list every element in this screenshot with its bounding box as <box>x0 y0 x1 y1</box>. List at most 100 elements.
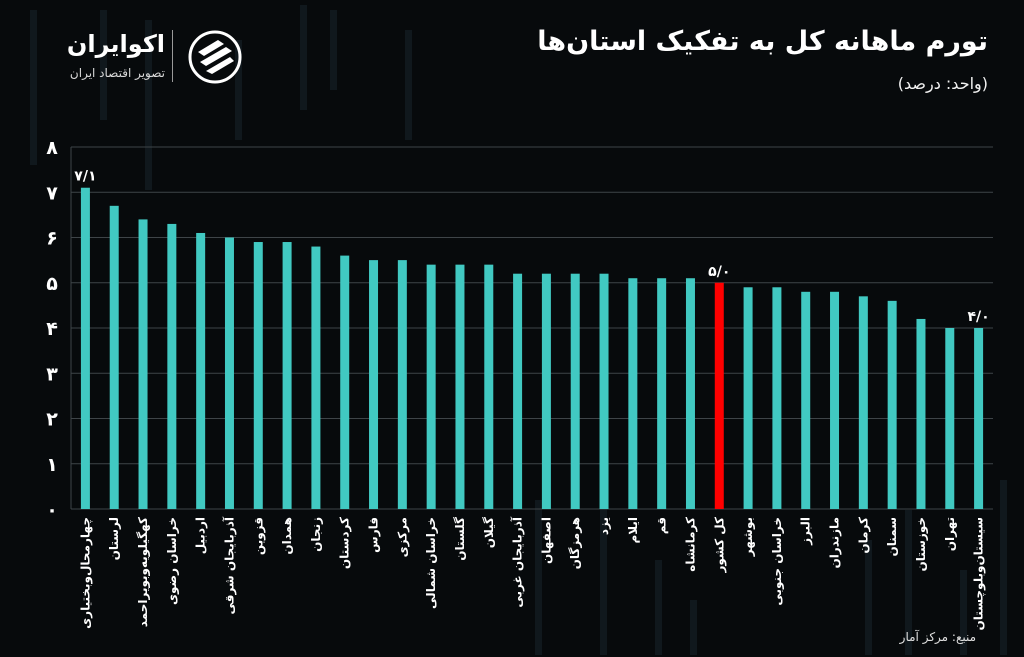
y-tick-label: ۳ <box>46 363 58 385</box>
background-stripe <box>235 40 242 140</box>
y-tick-label: ۷ <box>46 182 58 204</box>
background-stripe <box>100 10 107 120</box>
bar <box>945 328 955 509</box>
y-tick-label: ۲ <box>46 409 58 431</box>
y-tick-label: ۸ <box>46 137 58 159</box>
x-tick-label: گیلان <box>482 517 496 548</box>
bar <box>224 237 234 509</box>
bar <box>109 205 119 509</box>
x-tick-label: هرمزگان <box>568 517 582 569</box>
chart-title: تورم ماهانه کل به تفکیک استان‌ها <box>537 26 988 57</box>
logo-mark-icon <box>188 30 242 84</box>
x-tick-label: کل کشور <box>712 517 727 574</box>
background-stripe <box>690 600 697 655</box>
bar <box>138 219 148 509</box>
background-stripe <box>655 560 662 655</box>
bar <box>196 232 206 509</box>
bar <box>484 264 494 509</box>
x-tick-label: زنجان <box>309 517 323 552</box>
logo-tagline: تصویر اقتصاد ایران <box>69 66 165 80</box>
bar <box>570 273 580 509</box>
bar <box>369 260 379 509</box>
x-tick-label: قزوین <box>251 517 266 555</box>
x-tick-label: آذربایجان غربی <box>510 516 525 607</box>
x-tick-label: اصفهان <box>539 517 553 564</box>
bar <box>743 287 753 509</box>
x-tick-label: قم <box>655 517 669 534</box>
data-label: ۵/۰ <box>708 264 730 280</box>
background-stripe <box>865 540 872 655</box>
logo-divider <box>172 30 173 82</box>
y-tick-label: ۴ <box>46 318 58 340</box>
bar <box>167 223 177 510</box>
background-stripe <box>145 20 152 190</box>
x-tick-label: خراسان رضوی <box>165 517 180 605</box>
bar <box>916 318 926 509</box>
bar <box>628 278 638 509</box>
x-tick-label: تهران <box>943 517 957 551</box>
bar <box>253 242 263 509</box>
bar <box>397 260 407 509</box>
bar <box>599 273 609 509</box>
y-tick-label: ۵ <box>46 273 58 295</box>
x-tick-label: کرمان <box>856 517 870 554</box>
background-stripe <box>1000 480 1007 655</box>
background-stripe <box>300 5 307 110</box>
x-tick-label: سمنان <box>885 517 899 557</box>
bar <box>801 291 811 509</box>
bar <box>887 300 897 509</box>
background-stripe <box>600 460 607 655</box>
background-stripe <box>405 30 412 140</box>
x-tick-label: لرستان <box>107 517 121 560</box>
bar <box>714 282 724 509</box>
x-tick-label: چهارمحال‌وبختیاری <box>78 517 93 629</box>
x-tick-label: یزد <box>597 517 611 535</box>
bar <box>830 291 840 509</box>
bar <box>657 278 667 509</box>
x-tick-label: سیستان‌وبلوچستان <box>972 517 987 630</box>
x-tick-label: مازندران <box>828 517 842 569</box>
x-tick-label: البرز <box>799 517 813 546</box>
bar <box>340 255 350 509</box>
x-tick-label: همدان <box>280 517 294 555</box>
x-tick-label: اردبیل <box>194 517 208 554</box>
unit-subtitle: (واحد: درصد) <box>897 74 988 93</box>
x-tick-label: کردستان <box>338 517 352 569</box>
data-label: ۷/۱ <box>74 169 96 185</box>
bar <box>311 246 321 510</box>
bar <box>685 278 695 509</box>
y-tick-label: ۰ <box>46 499 58 521</box>
x-tick-label: کهگیلویه‌وبویراحمد <box>136 517 151 627</box>
bar <box>282 242 292 509</box>
bar <box>858 296 868 509</box>
x-tick-label: خراسان شمالی <box>424 517 438 609</box>
y-tick-label: ۱ <box>46 454 58 476</box>
bar <box>974 328 984 509</box>
brand-logo: اکوایران تصویر اقتصاد ایران <box>40 26 250 88</box>
logo-name: اکوایران <box>66 30 165 58</box>
background-stripe <box>30 10 37 165</box>
background-stripe <box>905 510 912 655</box>
source-note: منبع: مرکز آمار <box>899 630 976 644</box>
y-tick-label: ۶ <box>46 228 58 250</box>
background-stripe <box>960 570 967 655</box>
bar <box>455 264 465 509</box>
x-tick-label: خراسان جنوبی <box>770 517 785 606</box>
x-tick-label: کرمانشاه <box>683 517 697 572</box>
bar <box>541 273 551 509</box>
data-label: ۴/۰ <box>967 309 989 325</box>
x-tick-label: آذربایجان شرقی <box>221 516 236 614</box>
x-tick-label: مرکزی <box>395 517 409 557</box>
x-tick-label: فارس <box>367 517 381 553</box>
bar <box>772 287 782 509</box>
x-tick-label: خوزستان <box>914 517 929 572</box>
x-tick-label: بوشهر <box>741 517 756 557</box>
bar <box>80 187 90 509</box>
bar <box>513 273 523 509</box>
bar <box>426 264 436 509</box>
x-tick-label: ایلام <box>626 517 641 544</box>
background-stripe <box>330 10 337 90</box>
background-stripe <box>535 500 542 655</box>
